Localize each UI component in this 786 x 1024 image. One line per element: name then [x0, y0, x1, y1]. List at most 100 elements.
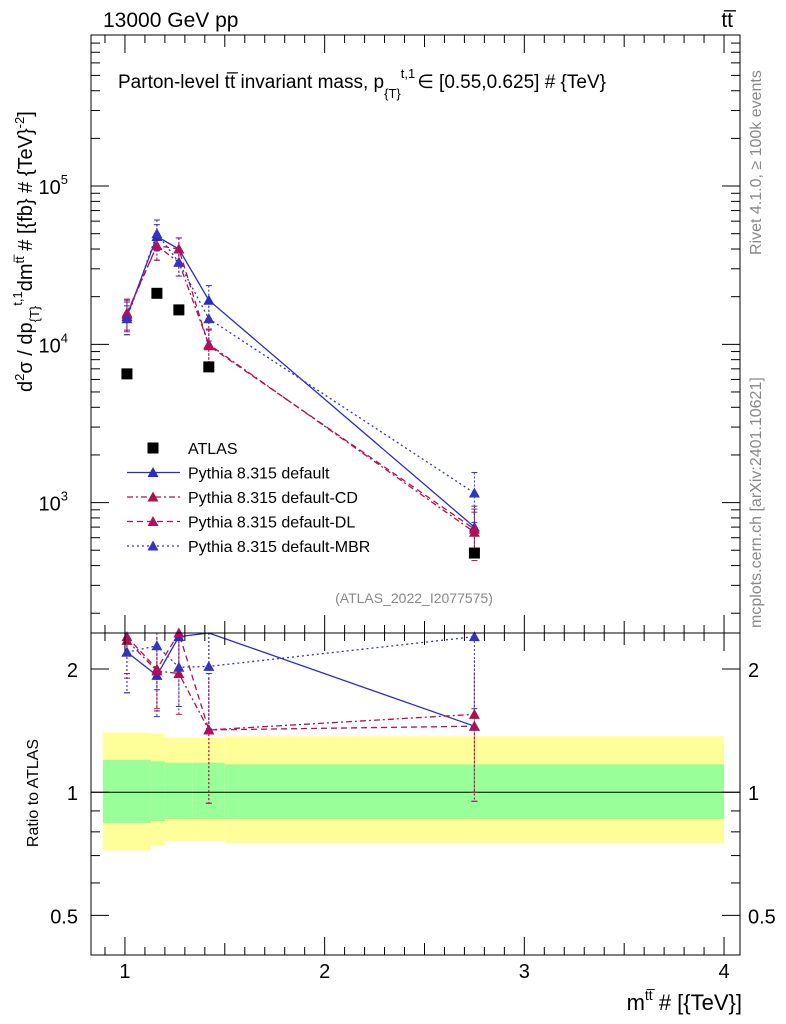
ratio-y-tick-label-left: 1 — [67, 783, 78, 805]
data-point — [121, 368, 133, 380]
point-default — [203, 294, 215, 305]
legend-marker-dl — [147, 516, 159, 526]
title-sup: t,1 — [401, 66, 415, 81]
x-tick-label: 2 — [319, 961, 330, 983]
main-y-tick-label: 105 — [39, 172, 68, 199]
point-dl — [151, 240, 163, 251]
x-axis-label: mtt̅ # [{TeV}] — [627, 987, 742, 1015]
point-mbr — [203, 313, 215, 324]
main-markers — [121, 228, 480, 559]
rivet-label: Rivet 4.1.0, ≥ 100k events — [748, 70, 765, 255]
legend-label-cd: Pythia 8.315 default-CD — [188, 490, 358, 507]
ratio-point-mbr — [151, 640, 163, 651]
ratio-y-tick-label-left: 0.5 — [50, 906, 78, 928]
data-point — [173, 304, 185, 316]
ratio-point-mbr — [203, 660, 215, 671]
tick-exp: 3 — [61, 489, 68, 504]
legend-marker-data — [147, 442, 159, 454]
ratio-y-tick-label-left: 2 — [67, 660, 78, 682]
main-y-axis-label: d2σ / dp{T}t,1dmtt̅ # [{fb} # {TeV}-2] — [10, 111, 42, 392]
title-rest: ∈ [0.55,0.625] # {TeV} — [417, 72, 606, 93]
ratio-y-tick-label-right: 2 — [748, 660, 759, 682]
point-dl — [468, 523, 480, 534]
legend-marker-mbr — [147, 540, 159, 551]
ylabel-units: # [{fb} # {TeV} — [15, 128, 37, 256]
main-ticks — [91, 34, 740, 633]
ratio-frame — [90, 632, 741, 956]
band-inner — [164, 762, 193, 820]
legend-label-default: Pythia 8.315 default — [188, 466, 330, 483]
ratio-point-mbr — [468, 631, 480, 642]
energy-label: 13000 GeV pp — [103, 9, 238, 32]
x-tick-label: 1 — [119, 961, 130, 983]
ratio-y-tick-label-right: 0.5 — [748, 906, 776, 928]
tick-exp: 5 — [61, 172, 68, 187]
xlabel-rest: # [{TeV}] — [653, 990, 742, 1015]
ratio-uncertainty-bands — [102, 732, 725, 851]
legend-label-data: ATLAS — [188, 441, 238, 458]
ratio-point-dl — [468, 720, 480, 731]
main-series-lines — [126, 232, 475, 533]
legend-marker-cd — [147, 491, 159, 502]
ylabel-close: ] — [15, 111, 37, 117]
point-dl — [173, 243, 185, 254]
legend-marker-default — [147, 467, 159, 477]
ratio-line-cd — [126, 639, 475, 731]
band-inner — [150, 761, 165, 822]
analysis-id: (ATLAS_2022_I2077575) — [335, 590, 493, 606]
xlabel-m: m — [627, 990, 645, 1015]
point-mbr — [121, 313, 133, 324]
site-label: mcplots.cern.ch [arXiv:2401.10621] — [748, 377, 765, 628]
ratio-point-cd — [173, 668, 185, 679]
point-dl — [121, 307, 133, 318]
ratio-point-cd — [468, 708, 480, 719]
tick-base: 10 — [39, 494, 61, 516]
legend-label-mbr: Pythia 8.315 default-MBR — [188, 539, 370, 556]
ylabel-d: d — [15, 381, 37, 392]
ylabel-sup2: 2 — [12, 374, 27, 381]
legend: ATLAS Pythia 8.315 default Pythia 8.315 de… — [127, 441, 370, 556]
ylabel-dm: dm — [15, 263, 37, 291]
ratio-ticks — [91, 633, 740, 955]
title-main-text: Parton-level tt̅ invariant mass, p — [118, 72, 384, 93]
main-y-tick-label: 103 — [39, 489, 68, 516]
series-line-default — [126, 235, 475, 528]
ylabel-supt1: t,1 — [10, 291, 25, 305]
ylabel-sigma: σ / dp — [15, 322, 37, 373]
ratio-point-dl — [151, 663, 163, 674]
tick-base: 10 — [39, 177, 61, 199]
ratio-point-mbr — [121, 646, 133, 657]
point-mbr — [468, 487, 480, 498]
main-error-bars — [123, 219, 478, 562]
data-point — [203, 361, 215, 373]
ylabel-suptt: tt̅ — [12, 254, 27, 263]
ylabel-supm2: -2 — [12, 117, 27, 129]
band-inner — [102, 759, 151, 824]
x-tick-label: 3 — [519, 961, 530, 983]
ratio-point-dl — [203, 724, 215, 735]
ratio-point-mbr — [173, 661, 185, 672]
legend-label-dl: Pythia 8.315 default-DL — [188, 515, 355, 532]
data-point — [468, 547, 480, 559]
ratio-y-tick-label-right: 1 — [748, 783, 759, 805]
xlabel-sup: tt̅ — [645, 987, 656, 1003]
tick-base: 10 — [39, 335, 61, 357]
point-dl — [203, 340, 215, 351]
data-point — [151, 287, 163, 299]
tick-exp: 4 — [61, 330, 68, 345]
x-tick-label: 4 — [718, 961, 729, 983]
ratio-y-axis-label: Ratio to ATLAS — [25, 739, 42, 847]
ylabel-subT: {T} — [27, 305, 42, 322]
series-line-dl — [126, 244, 475, 530]
process-label: tt̅ — [721, 9, 737, 32]
ratio-point-dl — [121, 631, 133, 642]
title-sub: {T} — [384, 86, 401, 101]
main-title: Parton-level tt̅ invariant mass, p{T}t,1… — [118, 66, 606, 101]
main-y-tick-label: 104 — [39, 330, 68, 357]
point-mbr — [173, 256, 185, 267]
ratio-panel: 0.5 0.5 1 1 2 2 1 2 3 4 Ratio to ATLAS mtt̅ # [{T… — [25, 627, 776, 1015]
point-mbr — [151, 228, 163, 239]
